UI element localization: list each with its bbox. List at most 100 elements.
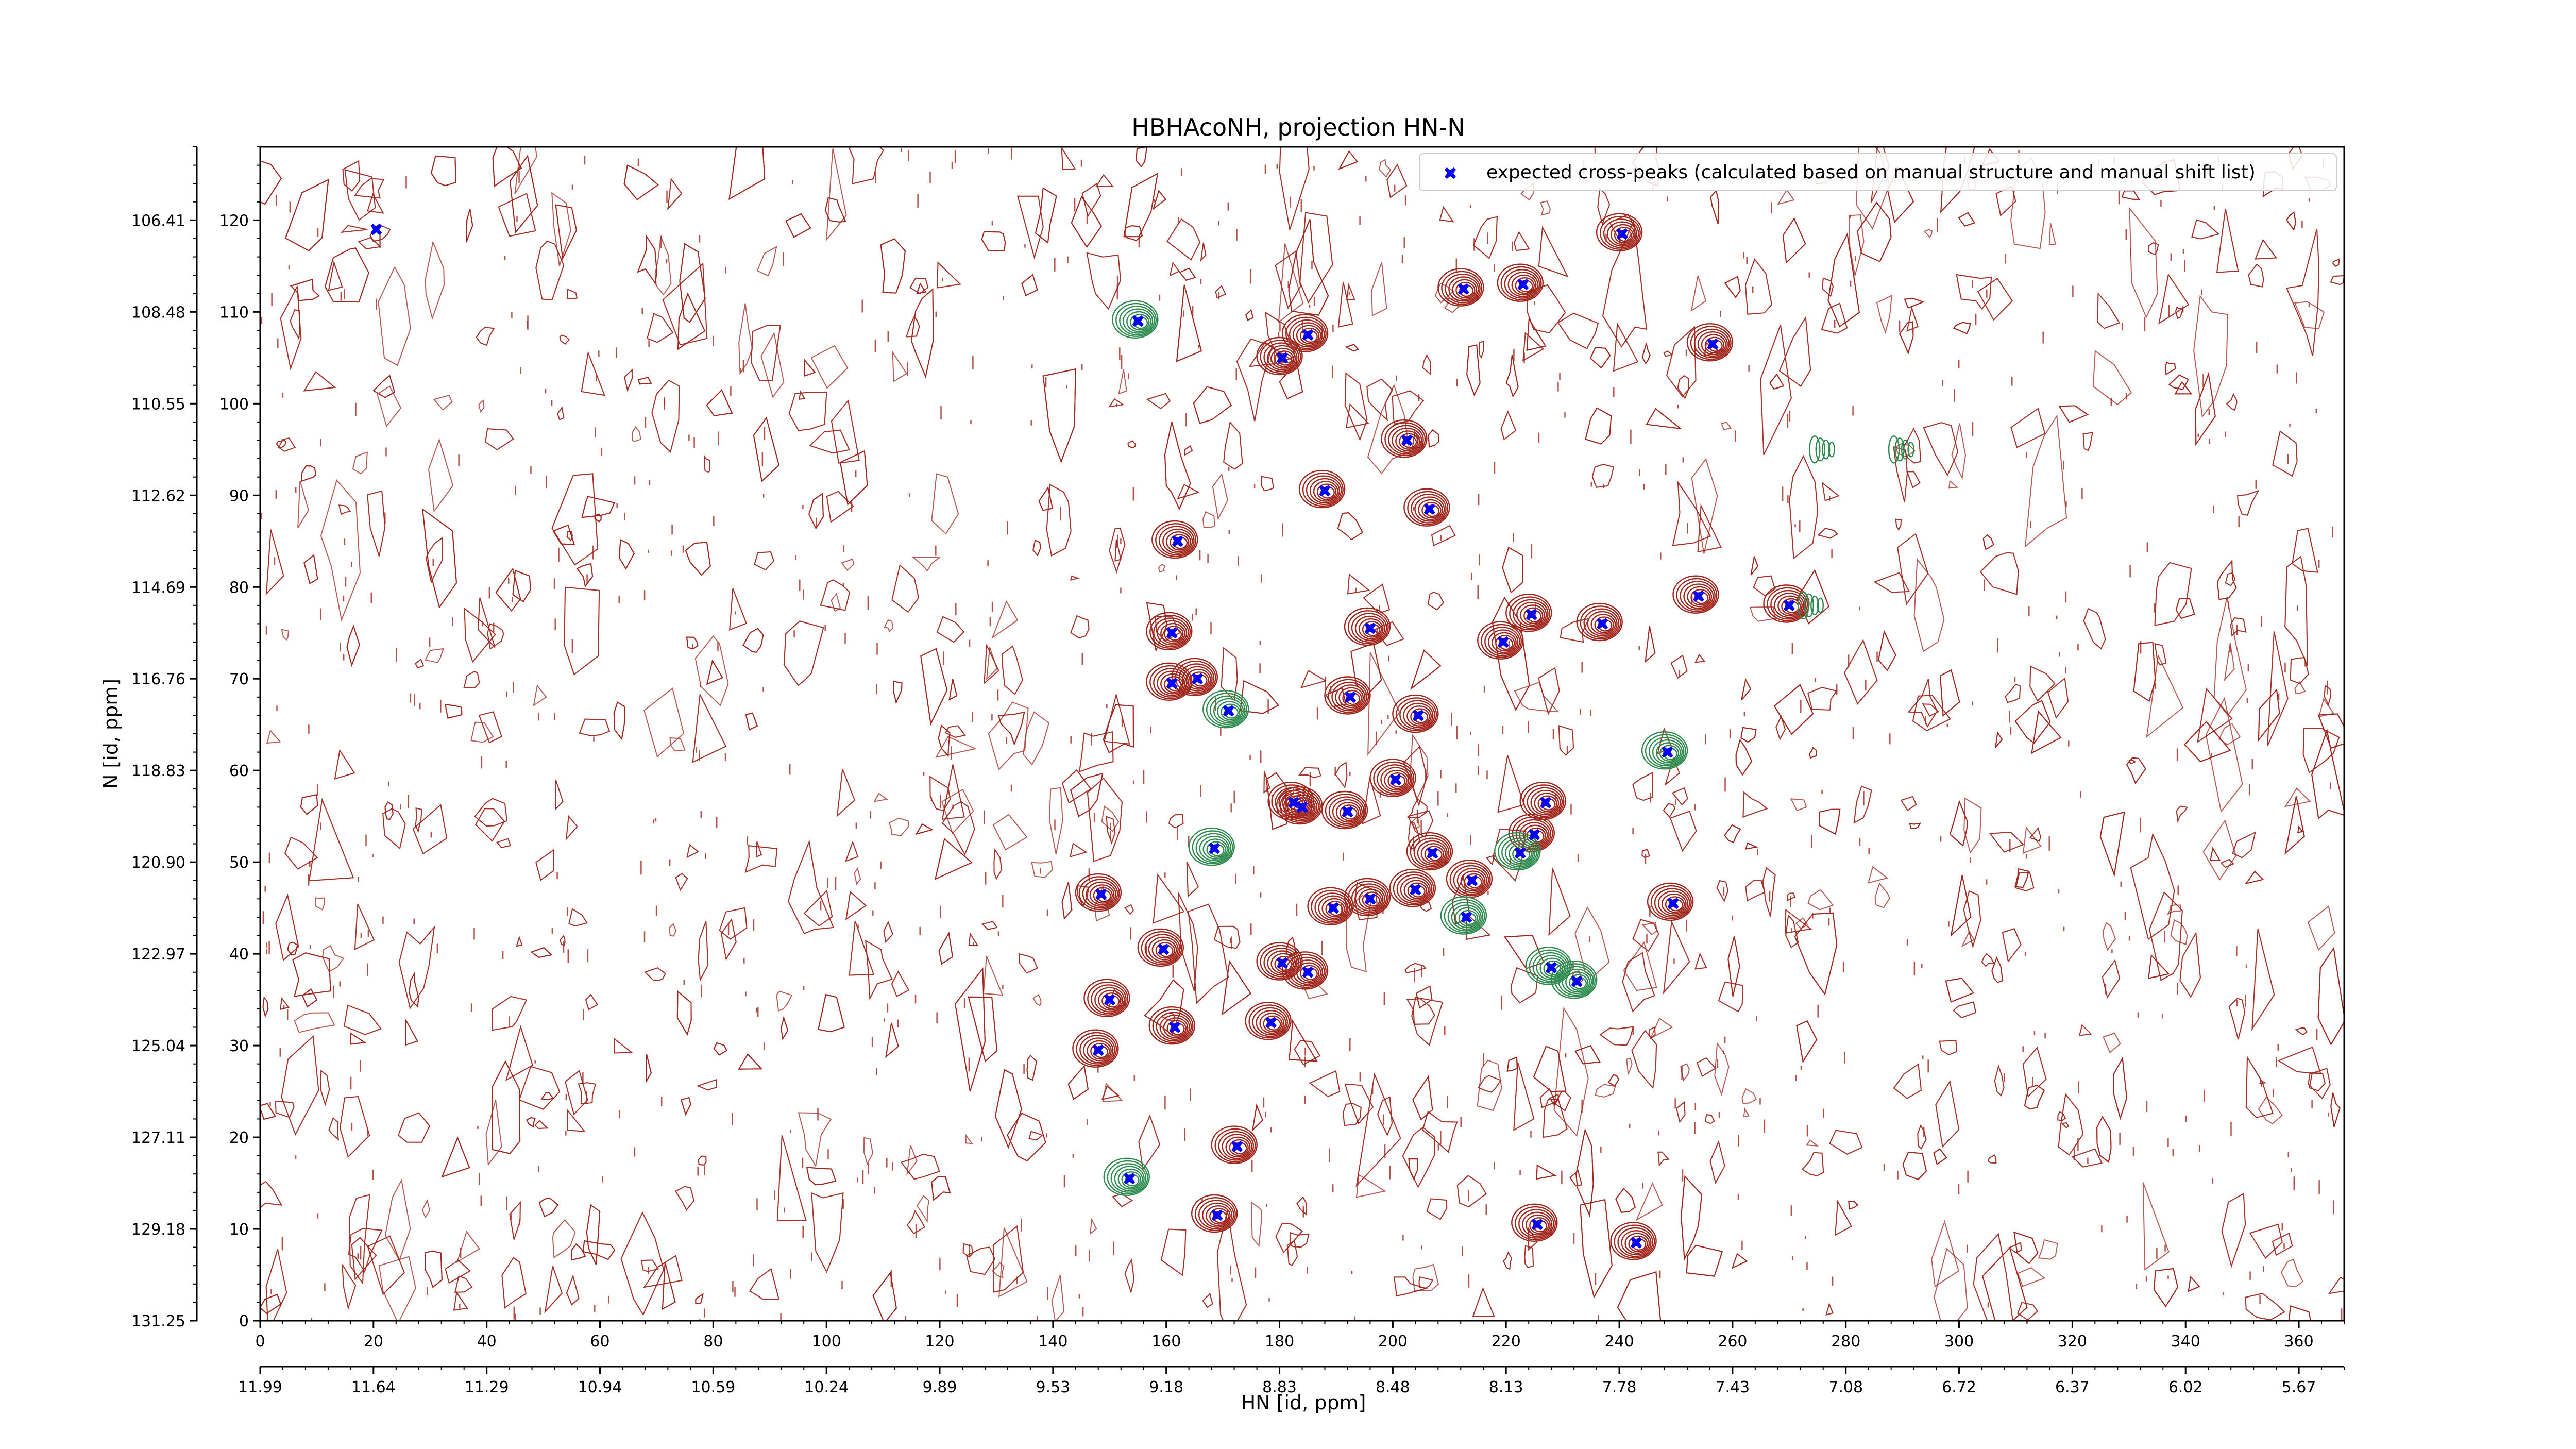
negative-peak-contour <box>1565 971 1590 993</box>
noise-contour <box>1422 353 1431 376</box>
noise-contour <box>1410 649 1442 690</box>
noise-contour <box>1646 408 1683 430</box>
positive-peak-contour <box>1267 345 1298 370</box>
noise-contour <box>885 1022 899 1058</box>
noise-contour <box>1741 678 1752 701</box>
noise-contour <box>1956 274 1992 310</box>
positive-peak-contour <box>1166 531 1191 552</box>
positive-peak-contour <box>1519 822 1550 848</box>
noise-contour <box>2191 219 2220 240</box>
noise-contour <box>674 1186 695 1211</box>
positive-peak-contour <box>1676 578 1718 612</box>
noise-contour <box>1418 1276 1434 1289</box>
noise-contour <box>1017 195 1044 260</box>
noise-contour <box>1166 218 1201 261</box>
noise-contour <box>1337 282 1353 328</box>
noise-contour <box>1337 512 1364 541</box>
noise-contour <box>1741 678 1752 701</box>
positive-peak-contour <box>1214 1128 1256 1162</box>
noise-contour <box>551 473 599 566</box>
positive-peak-contour <box>1324 676 1371 715</box>
positive-peak-contour <box>1245 1002 1292 1040</box>
noise-contour <box>1178 892 1198 991</box>
noise-contour <box>1575 1128 1594 1218</box>
noise-contour <box>281 1035 319 1136</box>
x-tick-label: 280 <box>1831 1333 1860 1351</box>
ppm-y-tick-label: 129.18 <box>131 1221 185 1239</box>
ppm-x-tick-label: 6.02 <box>2168 1378 2203 1396</box>
noise-contour <box>623 164 659 200</box>
noise-contour <box>916 1195 929 1223</box>
noise-contour <box>872 1271 897 1321</box>
noise-contour <box>2031 710 2062 754</box>
noise-contour <box>260 1103 277 1120</box>
noise-contour <box>1809 747 1817 759</box>
noise-contour <box>1663 350 1673 357</box>
noise-contour <box>891 564 920 613</box>
ppm-x-tick-label: 8.13 <box>1489 1378 1523 1396</box>
noise-contour <box>2058 405 2089 423</box>
positive-peak-contour <box>1299 327 1320 345</box>
noise-contour <box>1240 680 1279 714</box>
positive-peak-contour <box>1527 787 1563 817</box>
noise-contour <box>530 947 553 958</box>
positive-peak-contour <box>1464 873 1484 890</box>
noise-contour <box>1714 1042 1730 1097</box>
positive-peak-contour <box>1149 614 1191 649</box>
noise-contour <box>2130 832 2175 940</box>
noise-contour <box>1724 276 1741 298</box>
noise-contour <box>1585 407 1612 445</box>
noise-contour <box>1989 831 2025 853</box>
noise-contour <box>1909 822 1922 829</box>
noise-contour <box>1599 1026 1634 1046</box>
positive-peak-contour <box>1256 336 1303 376</box>
ppm-x-tick-label: 9.53 <box>1036 1378 1070 1396</box>
noise-contour <box>421 1199 431 1219</box>
noise-contour <box>1061 147 1076 170</box>
noise-contour <box>613 1037 633 1054</box>
negative-contour <box>1821 440 1831 460</box>
noise-contour <box>2102 959 2121 999</box>
noise-contour <box>1386 163 1408 198</box>
noise-contour <box>339 1096 370 1158</box>
positive-peak-contour <box>1520 604 1545 626</box>
positive-peak-contour <box>1701 334 1726 356</box>
positive-peak-contour <box>1509 596 1551 631</box>
noise-contour <box>1994 1064 2005 1097</box>
negative-peak-contour <box>1119 306 1155 335</box>
noise-contour <box>1973 1233 2013 1321</box>
noise-contour <box>281 629 290 641</box>
noise-contour <box>1745 880 1766 902</box>
y-axis-ppm: 131.25 129.18 127.11 125.04 122.97 120.90 118.… <box>131 146 198 1330</box>
noise-contour <box>344 1004 382 1035</box>
noise-contour <box>744 845 778 873</box>
noise-contour <box>2277 1046 2321 1075</box>
positive-peak-contour <box>1650 885 1692 919</box>
noise-contour <box>1963 890 1981 949</box>
noise-contour <box>1949 800 1968 847</box>
noise-contour <box>2170 919 2188 946</box>
positive-peak-contour <box>1518 1209 1554 1239</box>
positive-peak-contour <box>1392 427 1422 453</box>
negative-peak-contour <box>1107 1160 1148 1194</box>
noise-contour <box>1309 1070 1341 1098</box>
noise-contour <box>1177 484 1200 500</box>
cross-peak-marker <box>1277 352 1289 364</box>
noise-contour <box>1806 1139 1819 1147</box>
negative-contour <box>1810 595 1819 616</box>
noise-contour <box>929 776 951 812</box>
positive-peak-contour <box>1358 889 1384 910</box>
noise-contour <box>981 231 1006 251</box>
noise-contour <box>2330 1092 2341 1127</box>
noise-contour <box>941 764 965 820</box>
positive-peak-contour <box>1149 665 1191 699</box>
noise-contour <box>631 426 641 442</box>
noise-contour <box>1046 483 1072 557</box>
noise-contour <box>2133 642 2156 702</box>
noise-contour <box>2286 211 2297 231</box>
positive-peak-contour <box>1690 588 1710 606</box>
positive-peak-contour <box>1495 634 1515 652</box>
x-tick-label: 80 <box>703 1333 723 1351</box>
noise-contour <box>2015 871 2035 891</box>
noise-contour <box>478 597 496 648</box>
